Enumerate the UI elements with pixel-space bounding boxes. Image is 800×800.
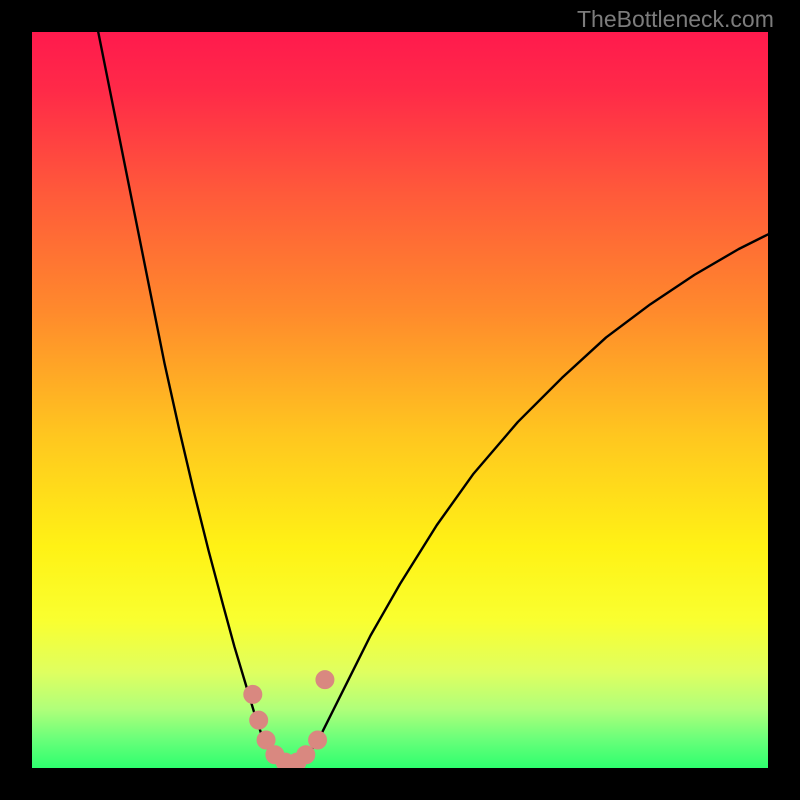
watermark-text: TheBottleneck.com (577, 6, 774, 33)
plot-area (32, 32, 768, 768)
data-marker (309, 731, 327, 749)
data-marker (316, 671, 334, 689)
chart-svg (32, 32, 768, 768)
data-marker (250, 711, 268, 729)
data-marker (297, 746, 315, 764)
data-marker (244, 685, 262, 703)
gradient-background (32, 32, 768, 768)
